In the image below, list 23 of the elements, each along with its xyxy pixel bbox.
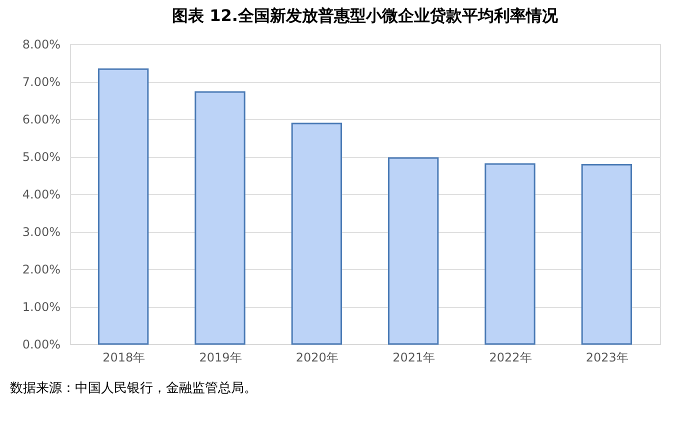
- bar: [194, 91, 246, 345]
- x-tick-label: 2022年: [489, 350, 532, 364]
- x-tick-label: 2021年: [392, 350, 436, 364]
- y-tick-label: 8.00%: [22, 38, 60, 52]
- bar: [291, 122, 342, 345]
- y-tick-label: 1.00%: [22, 300, 60, 314]
- source-note: 数据来源：中国人民银行，金融监管总局。: [10, 381, 257, 396]
- bar: [581, 164, 632, 345]
- y-tick-label: 2.00%: [22, 262, 60, 276]
- bar: [484, 163, 536, 345]
- y-tick-label: 5.00%: [22, 150, 60, 164]
- x-tick-label: 2019年: [199, 350, 242, 364]
- bar: [98, 68, 149, 345]
- x-tick-label: 2023年: [586, 350, 628, 364]
- y-tick-label: 6.00%: [22, 112, 60, 126]
- y-tick-label: 0.00%: [22, 338, 60, 352]
- y-tick-label: 3.00%: [22, 225, 60, 239]
- bar: [388, 157, 439, 345]
- x-tick-label: 2020年: [296, 350, 338, 364]
- y-tick-label: 4.00%: [22, 188, 60, 202]
- y-tick-label: 7.00%: [22, 75, 60, 89]
- x-tick-label: 2018年: [102, 350, 146, 364]
- chart-title: 图表 12.全国新发放普惠型小微企业贷款平均利率情况: [172, 6, 559, 25]
